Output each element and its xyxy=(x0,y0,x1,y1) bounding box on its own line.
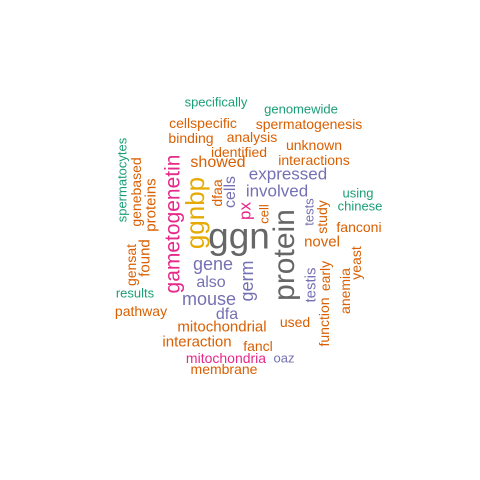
word-spermatogenesis: spermatogenesis xyxy=(255,116,363,132)
word-cellspecific: cellspecific xyxy=(169,115,237,131)
word-dfa: dfa xyxy=(215,306,239,323)
word-ggn: ggn xyxy=(208,215,270,257)
word-also: also xyxy=(196,274,226,291)
word-genebased: genebased xyxy=(128,157,144,227)
word-specifically: specifically xyxy=(184,94,248,110)
word-binding: binding xyxy=(168,130,214,146)
word-showed: showed xyxy=(190,154,246,171)
word-interactions: interactions xyxy=(278,152,350,168)
word-proteins: proteins xyxy=(142,178,160,232)
word-gene: gene xyxy=(192,254,234,274)
word-pathway: pathway xyxy=(114,303,168,319)
word-chinese: chinese xyxy=(337,198,383,214)
word-involved: involved xyxy=(245,181,309,201)
word-results: results xyxy=(115,285,155,301)
word-mouse: mouse xyxy=(181,289,237,309)
word-ggnbp: ggnbp xyxy=(180,176,210,250)
word-mitochondria: mitochondria xyxy=(185,350,267,366)
word-analysis: analysis xyxy=(226,129,278,145)
word-membrane: membrane xyxy=(190,361,258,377)
word-found: found xyxy=(136,239,154,277)
word-oaz: oaz xyxy=(273,350,295,366)
word-function: function xyxy=(316,297,332,347)
word-early: early xyxy=(317,260,333,292)
word-genomewide: genomewide xyxy=(264,101,338,117)
word-germ: germ xyxy=(237,260,257,302)
word-spermatocytes: spermatocytes xyxy=(114,137,130,223)
word-identified: identified xyxy=(210,144,268,160)
word-protein: protein xyxy=(268,209,301,301)
word-fancl: fancl xyxy=(243,338,273,354)
word-using: using xyxy=(342,185,374,201)
word-unknown: unknown xyxy=(285,137,343,153)
word-fanconi: fanconi xyxy=(336,219,382,235)
word-novel: novel xyxy=(304,233,340,251)
word-cells: cells xyxy=(222,175,239,209)
word-yeast: yeast xyxy=(348,246,364,280)
word-used: used xyxy=(279,314,311,330)
word-study: study xyxy=(314,200,330,234)
word-expressed: expressed xyxy=(248,164,328,184)
word-interaction: interaction xyxy=(162,333,232,351)
word-mitochondrial: mitochondrial xyxy=(177,318,267,336)
